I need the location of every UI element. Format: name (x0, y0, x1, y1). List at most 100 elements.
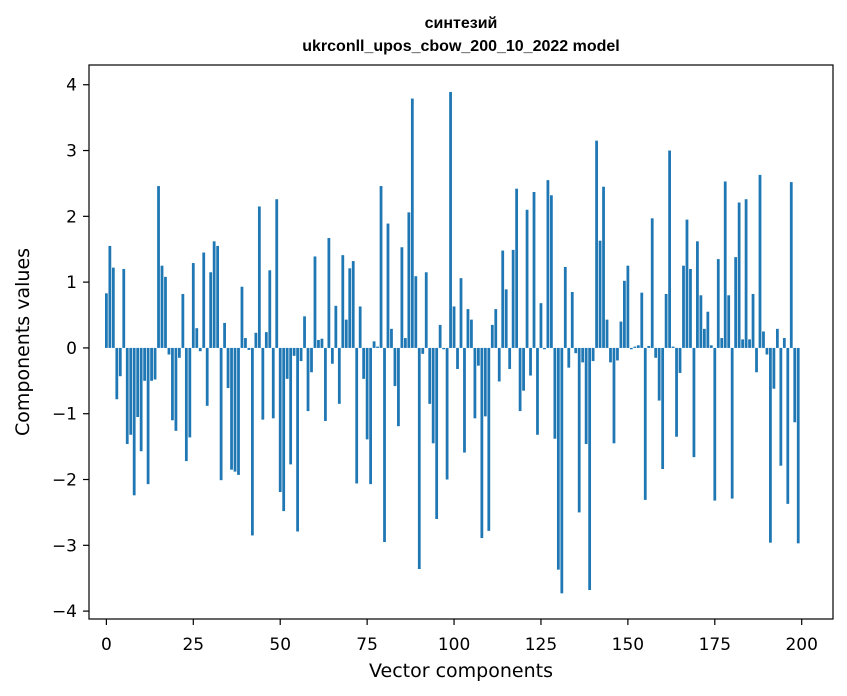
bar (536, 347, 539, 435)
bar (793, 347, 797, 423)
bar (306, 347, 310, 412)
bar (570, 291, 574, 348)
bar (188, 347, 192, 438)
bar (153, 347, 157, 380)
bar (796, 347, 800, 544)
bars-group (104, 91, 800, 594)
bar (442, 347, 446, 350)
bar (775, 328, 779, 348)
bar (104, 293, 108, 348)
bar (139, 347, 143, 452)
bar (543, 347, 546, 350)
x-tick-label: 75 (356, 635, 378, 655)
bar (386, 223, 390, 348)
bar (261, 347, 265, 420)
bar (591, 347, 595, 362)
bar (146, 347, 150, 485)
bar (487, 347, 491, 531)
bar (393, 347, 397, 387)
y-tick-label: 1 (66, 273, 77, 293)
bar (143, 347, 147, 381)
bar (365, 347, 369, 440)
bar (546, 180, 550, 348)
y-axis-ticks: −4 −3 −2 −1 0 1 2 3 4 (52, 76, 89, 622)
bar (550, 195, 553, 348)
bar (313, 256, 317, 348)
bar (344, 319, 348, 348)
bar (525, 209, 529, 348)
bar (616, 347, 619, 361)
bar (320, 338, 324, 348)
bar (682, 265, 685, 348)
bar (483, 347, 487, 417)
bar (372, 341, 376, 348)
bar (150, 347, 153, 381)
y-tick-label: −2 (52, 471, 77, 491)
bar (595, 140, 598, 348)
bar (449, 91, 452, 348)
bar (212, 241, 216, 348)
bar (668, 150, 671, 348)
bar (490, 324, 494, 348)
bar (257, 206, 261, 348)
bar (438, 324, 442, 348)
bar (744, 199, 748, 348)
bar (445, 347, 449, 480)
bar (480, 347, 484, 539)
bar (111, 267, 115, 348)
bar (626, 265, 630, 348)
x-tick-label: 25 (182, 635, 204, 655)
bar (522, 347, 525, 391)
bar (459, 278, 463, 348)
y-tick-label: 3 (66, 142, 77, 162)
bar (709, 345, 713, 348)
bar (358, 306, 362, 348)
bar (730, 347, 734, 499)
bar (226, 347, 230, 389)
y-tick-label: −1 (52, 405, 77, 425)
bar (251, 347, 254, 536)
x-tick-label: 175 (699, 635, 731, 655)
bar (125, 347, 129, 444)
bar (727, 295, 731, 348)
bar (737, 202, 741, 348)
chart-subtitle: ukrconll_upos_cbow_200_10_2022 model (302, 38, 619, 55)
bar (292, 347, 296, 356)
bar (174, 347, 178, 431)
bar (609, 347, 612, 363)
bar (539, 303, 543, 348)
bar (470, 319, 473, 348)
bar (508, 347, 512, 369)
bar (376, 346, 379, 348)
bar (431, 347, 435, 444)
bar (136, 347, 140, 418)
bar (699, 295, 703, 348)
bar (556, 347, 560, 570)
bar (181, 293, 185, 348)
bar (184, 347, 188, 462)
bar (466, 309, 470, 348)
bar (285, 347, 289, 379)
x-tick-label: 50 (269, 635, 291, 655)
x-axis-ticks: 0 25 50 75 100 125 150 175 200 (101, 619, 818, 655)
bar (734, 257, 738, 348)
bar (706, 311, 710, 348)
bar (588, 347, 592, 591)
bar (278, 347, 282, 493)
bar (334, 305, 338, 348)
bar (202, 252, 206, 348)
bar (741, 339, 744, 348)
bar (254, 332, 258, 348)
bar (463, 347, 466, 453)
bar (129, 347, 133, 435)
bar (414, 276, 418, 348)
bar (657, 347, 661, 401)
bar (132, 347, 136, 496)
bar (205, 347, 209, 406)
y-tick-label: 0 (66, 339, 77, 359)
bar (198, 347, 202, 352)
bar (619, 321, 623, 348)
bar (219, 347, 223, 481)
bar (650, 218, 654, 348)
bar (633, 346, 637, 348)
